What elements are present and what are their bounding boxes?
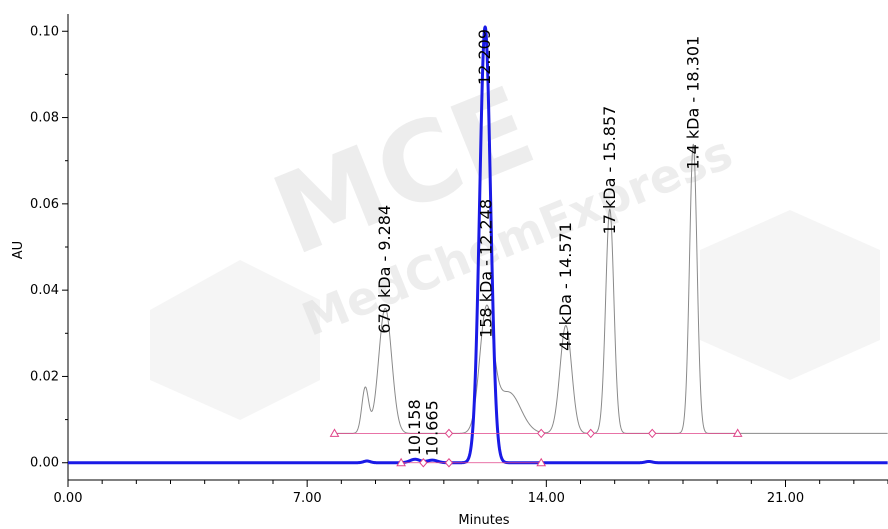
axes: 0.00 0.02 0.04 0.06 0.08 0.10 0.00 7.00 14.00 21.… [30, 14, 888, 506]
x-tick-label: 21.00 [767, 491, 804, 506]
integration-diamond-marker [419, 457, 428, 468]
integration-triangle-marker [732, 428, 743, 437]
watermark: MCE MedChemExpress [150, 62, 880, 420]
integration-markers [329, 428, 743, 468]
y-tick-label: 0.06 [30, 197, 59, 212]
integration-diamond-marker [444, 457, 454, 468]
x-axis-title: Minutes [458, 513, 509, 528]
peak-label: 10.665 [422, 400, 441, 456]
x-tick-label: 7.00 [293, 491, 322, 506]
integration-triangle-marker [396, 457, 406, 467]
integration-triangle-marker [536, 457, 547, 467]
integration-diamond-marker [537, 428, 546, 439]
peak-label: 12.209 [475, 29, 494, 85]
x-tick-label: 14.00 [528, 491, 565, 506]
sample-trace-line [66, 25, 888, 465]
peak-label: 670 kDa - 9.284 [375, 205, 394, 334]
integration-diamond-marker [444, 428, 454, 439]
y-axis-title: AU [11, 241, 26, 259]
y-tick-label: 0.04 [30, 283, 59, 298]
watermark-hexagon-right [700, 210, 880, 380]
integration-diamond-marker [648, 428, 657, 439]
y-tick-label: 0.02 [30, 369, 59, 384]
x-tick-label: 0.00 [54, 491, 83, 506]
peak-label: 158 kDa - 12.248 [477, 199, 496, 338]
integration-diamond-marker [586, 428, 595, 439]
peak-label: 44 kDa - 14.571 [556, 222, 575, 351]
y-tick-label: 0.08 [30, 111, 59, 126]
integration-triangle-marker [329, 428, 340, 437]
peak-label: 1.4 kDa - 18.301 [683, 36, 702, 170]
y-tick-label: 0.00 [30, 456, 59, 471]
watermark-hexagon-left [150, 260, 320, 420]
y-tick-label: 0.10 [30, 24, 59, 39]
peak-label: 10.158 [405, 399, 424, 455]
peak-label: 17 kDa - 15.857 [600, 106, 619, 235]
